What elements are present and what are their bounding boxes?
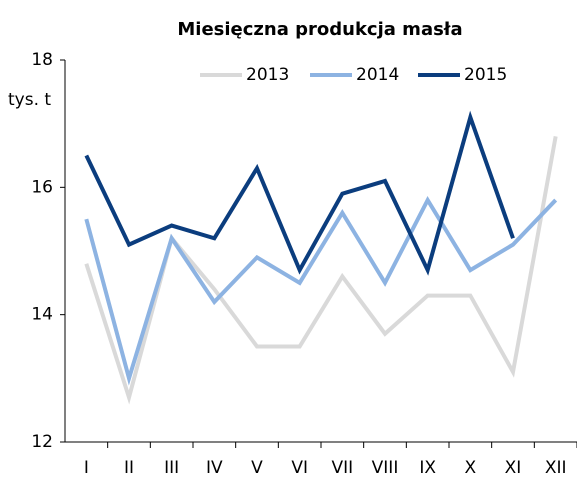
x-tick-label: V	[251, 458, 263, 478]
chart-title: Miesięczna produkcja masła	[177, 19, 462, 40]
x-tick-label: VII	[331, 458, 353, 478]
series-line	[84, 136, 558, 405]
x-tick-label: III	[164, 458, 179, 478]
x-tick-label: IX	[419, 458, 436, 478]
x-tick-label: IV	[206, 458, 223, 478]
x-tick-label: II	[124, 458, 134, 478]
x-tick-label: VIII	[372, 458, 399, 478]
y-tick-label: 18	[31, 50, 53, 70]
series-line	[84, 110, 515, 276]
x-tick-label: XII	[545, 458, 567, 478]
y-tick-label: 16	[31, 177, 53, 197]
y-tick-label: 14	[31, 305, 53, 325]
y-axis-label: tys. t	[8, 90, 51, 110]
series-line	[84, 195, 558, 386]
x-tick-label: I	[84, 458, 89, 478]
legend-label: 2014	[356, 65, 399, 85]
legend-label: 2013	[246, 65, 289, 85]
x-tick-label: VI	[291, 458, 308, 478]
x-tick-label: X	[465, 458, 477, 478]
x-tick-label: XI	[505, 458, 522, 478]
legend-label: 2015	[464, 65, 507, 85]
y-tick-label: 12	[31, 432, 53, 452]
